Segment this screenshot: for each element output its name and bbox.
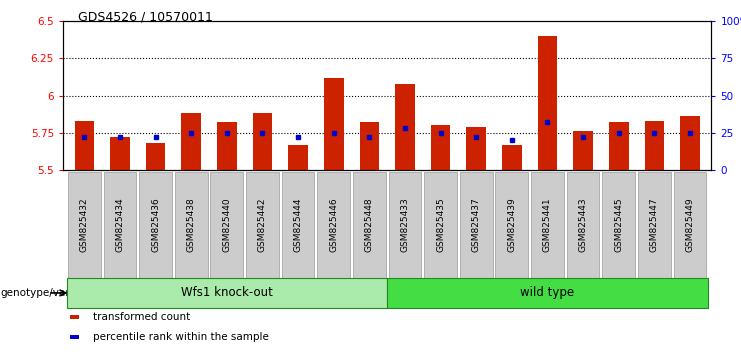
Text: genotype/variation: genotype/variation [1,288,100,298]
Bar [680,116,700,170]
Bar [182,113,201,170]
Bar [146,143,165,170]
Text: GSM825438: GSM825438 [187,198,196,252]
Text: GSM825433: GSM825433 [400,198,410,252]
Text: GSM825439: GSM825439 [508,198,516,252]
Text: GSM825440: GSM825440 [222,198,231,252]
Text: GSM825446: GSM825446 [329,198,338,252]
Bar [502,145,522,170]
Text: GSM825435: GSM825435 [436,198,445,252]
Bar [538,36,557,170]
Bar [466,127,486,170]
Bar [288,145,308,170]
Text: GSM825437: GSM825437 [472,198,481,252]
Bar [359,122,379,170]
Bar [645,121,664,170]
Bar [110,137,130,170]
Text: GSM825445: GSM825445 [614,198,623,252]
Text: GSM825434: GSM825434 [116,198,124,252]
Text: GDS4526 / 10570011: GDS4526 / 10570011 [78,11,213,24]
Text: GSM825447: GSM825447 [650,198,659,252]
Text: GSM825442: GSM825442 [258,198,267,252]
Bar [324,78,344,170]
Bar [574,131,593,170]
Text: GSM825443: GSM825443 [579,198,588,252]
Bar [609,122,628,170]
Bar [75,121,94,170]
Text: GSM825436: GSM825436 [151,198,160,252]
Text: transformed count: transformed count [93,312,190,322]
Text: GSM825444: GSM825444 [293,198,302,252]
Text: wild type: wild type [520,286,574,299]
Text: GSM825449: GSM825449 [685,198,694,252]
Bar [253,113,272,170]
Text: Wfs1 knock-out: Wfs1 knock-out [181,286,273,299]
Text: GSM825441: GSM825441 [543,198,552,252]
Bar [217,122,236,170]
Bar [431,125,451,170]
Bar [395,84,415,170]
Text: percentile rank within the sample: percentile rank within the sample [93,332,268,342]
Text: GSM825432: GSM825432 [80,198,89,252]
Text: GSM825448: GSM825448 [365,198,374,252]
